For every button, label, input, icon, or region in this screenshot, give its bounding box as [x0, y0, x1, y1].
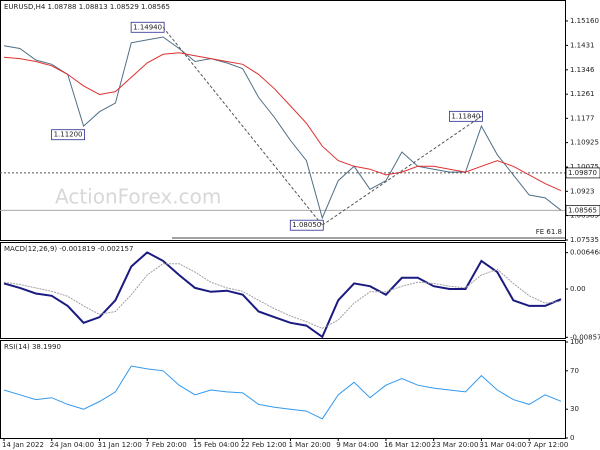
- x-tick-label: 1 Mar 20:00: [288, 441, 330, 449]
- x-tick-label: 15 Feb 04:00: [193, 441, 239, 449]
- y-tick-label: 0: [570, 434, 574, 442]
- y-tick-label: 1.1261: [570, 90, 595, 98]
- price-level-label: 1.08565: [568, 206, 597, 214]
- series-line: [3, 251, 562, 339]
- y-tick-label: 1.15160: [570, 17, 599, 25]
- annotation-box: [130, 21, 165, 33]
- x-tick-label: 31 Jan 12:00: [97, 441, 141, 449]
- x-tick-label: 7 Apr 12:00: [527, 441, 568, 449]
- price-level-label: 1.09870: [568, 169, 597, 177]
- series-line: [3, 36, 562, 220]
- x-tick-label: 14 Jan 2022: [2, 441, 44, 449]
- x-tick-label: 7 Feb 20:00: [145, 441, 186, 449]
- y-tick-label: 0.00: [570, 285, 586, 293]
- x-tick-label: 16 Mar 12:00: [384, 441, 431, 449]
- x-tick-label: 31 Mar 04:00: [479, 441, 526, 449]
- watermark: ActionForex.com: [55, 185, 221, 209]
- annotation-label: 1.14940: [133, 23, 162, 31]
- series-line: [3, 52, 562, 192]
- panel-frame: [0, 242, 566, 339]
- panel-frame: [0, 0, 566, 241]
- price-level-box: [565, 205, 600, 216]
- x-tick-label: 24 Jan 04:00: [50, 441, 94, 449]
- y-tick-label: 100: [570, 338, 583, 346]
- y-tick-label: -0.008573: [570, 333, 600, 341]
- y-tick-label: 0.006468: [570, 249, 600, 257]
- annotation-label: 1.11840: [451, 112, 480, 120]
- annotation-box: [51, 129, 85, 141]
- annotation-label: 1.08050: [292, 221, 321, 229]
- annotation-box: [289, 219, 324, 231]
- y-tick-label: 1.0923: [570, 187, 595, 195]
- y-tick-label: 30: [570, 405, 579, 413]
- annotation-box: [449, 110, 483, 122]
- x-tick-label: 23 Mar 20:00: [432, 441, 479, 449]
- x-tick-label: 9 Mar 04:00: [336, 441, 378, 449]
- annotation-label: 1.11200: [54, 131, 83, 139]
- price-level-box: [565, 167, 600, 179]
- panel-title: MACD(12,26,9) -0.001819 -0.002157: [4, 245, 133, 253]
- fe-label: FE 61.8: [536, 228, 562, 236]
- trend-line: [162, 26, 323, 226]
- x-tick-label: 22 Feb 12:00: [241, 441, 287, 449]
- y-tick-label: 1.07535: [570, 236, 599, 244]
- y-tick-label: 1.1177: [570, 114, 595, 122]
- trend-line: [322, 115, 482, 226]
- panel-title: RSI(14) 38.1990: [4, 343, 61, 351]
- panel-title: EURUSD,H4 1.08788 1.08813 1.08529 1.0856…: [4, 3, 170, 11]
- series-line: [3, 365, 562, 420]
- y-tick-label: 70: [570, 367, 579, 375]
- y-tick-label: 1.1431: [570, 41, 595, 49]
- y-tick-label: 1.10925: [570, 139, 599, 147]
- panel-frame: [0, 340, 566, 439]
- y-tick-label: 1.1346: [570, 66, 595, 74]
- y-tick-label: 1.10075: [570, 163, 599, 171]
